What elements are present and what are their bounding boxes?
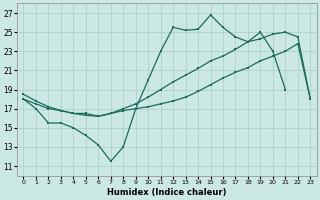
X-axis label: Humidex (Indice chaleur): Humidex (Indice chaleur) [107, 188, 227, 197]
